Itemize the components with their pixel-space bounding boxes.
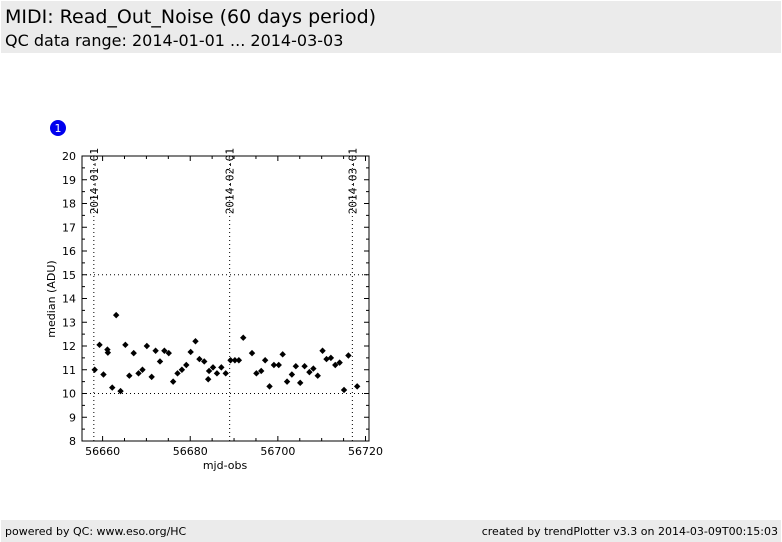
data-points	[91, 311, 361, 395]
x-tick-label: 56700	[260, 445, 295, 458]
footer-bar: powered by QC: www.eso.org/HC created by…	[1, 520, 781, 542]
data-point	[91, 366, 98, 373]
x-tick-label: 56660	[85, 445, 120, 458]
data-point	[109, 384, 116, 391]
y-tick-label: 13	[62, 316, 76, 329]
y-tick-label: 8	[69, 435, 76, 448]
y-tick-label: 16	[62, 245, 76, 258]
date-markers: 2014-01-01 2014-02-01 2014-03-01	[88, 148, 360, 214]
y-tick-label: 9	[69, 411, 76, 424]
data-point	[283, 378, 291, 385]
footer-created-by: created by trendPlotter v3.3 on 2014-03-…	[481, 525, 778, 538]
data-point	[130, 349, 137, 357]
y-tick-label: 14	[62, 293, 76, 306]
data-point	[204, 376, 212, 383]
data-point	[205, 367, 213, 375]
data-point	[235, 357, 243, 364]
data-point	[353, 383, 361, 390]
data-point	[314, 372, 321, 379]
data-point	[258, 367, 265, 375]
y-tick-label: 18	[62, 198, 76, 211]
data-point	[148, 373, 155, 381]
data-point	[169, 378, 177, 385]
page-title: MIDI: Read_Out_Noise (60 days period)	[5, 6, 377, 28]
data-point	[288, 371, 296, 378]
data-point	[227, 357, 234, 364]
data-point	[156, 358, 164, 365]
data-point	[292, 362, 300, 370]
header-bar: MIDI: Read_Out_Noise (60 days period) QC…	[1, 1, 781, 53]
data-point	[178, 366, 186, 373]
data-point	[340, 386, 348, 394]
data-point	[152, 347, 159, 354]
data-point	[165, 349, 172, 357]
date-marker-label: 2014-03-01	[346, 148, 359, 214]
y-tick-label: 15	[62, 269, 76, 282]
data-point	[327, 354, 335, 362]
data-point	[345, 352, 352, 359]
badge-marker[interactable]: 1	[50, 120, 66, 136]
data-point	[240, 334, 247, 341]
x-tick-label: 56680	[173, 445, 208, 458]
page-subtitle: QC data range: 2014-01-01 ... 2014-03-03	[5, 31, 344, 50]
data-point	[336, 359, 343, 366]
y-tick-label: 11	[62, 364, 76, 377]
data-point	[100, 371, 107, 378]
data-point	[201, 358, 208, 365]
data-point	[213, 370, 221, 377]
data-point	[192, 338, 199, 345]
data-point	[143, 342, 151, 350]
data-point	[279, 351, 286, 358]
data-point	[174, 370, 181, 377]
data-point	[253, 370, 260, 377]
date-marker-label: 2014-01-01	[88, 148, 101, 214]
data-point	[306, 368, 313, 376]
y-axis-label: median (ADU)	[45, 260, 58, 337]
data-point	[310, 365, 317, 372]
data-point	[261, 357, 269, 364]
x-axis-label: mjd-obs	[203, 459, 248, 472]
data-point	[332, 361, 339, 369]
y-tick-label: 17	[62, 221, 76, 234]
badge-label: 1	[55, 122, 62, 135]
x-tick-label: 56720	[348, 445, 383, 458]
y-tick-label: 20	[62, 150, 76, 163]
data-point	[270, 361, 278, 369]
data-point	[297, 379, 304, 387]
y-tick-label: 12	[62, 340, 76, 353]
data-point	[117, 387, 124, 395]
data-point	[301, 362, 308, 370]
data-point	[196, 355, 203, 363]
data-point	[231, 357, 239, 364]
data-point	[161, 347, 168, 354]
axis-ticks: 8 9 10 11 12 13 14 15 16 17 18 19 20 56660 56680 56700 5…	[62, 150, 383, 458]
data-point	[218, 364, 225, 371]
data-point	[222, 370, 229, 377]
y-tick-label: 19	[62, 174, 76, 187]
data-point	[135, 370, 142, 377]
data-point	[209, 364, 217, 371]
data-point	[126, 372, 133, 379]
data-point	[187, 348, 194, 356]
data-point	[104, 349, 112, 356]
data-point	[183, 361, 190, 369]
data-point	[248, 349, 256, 357]
data-point	[96, 341, 103, 349]
data-point	[112, 311, 120, 319]
data-point	[266, 383, 273, 390]
footer-powered-by: powered by QC: www.eso.org/HC	[5, 525, 187, 538]
data-point	[122, 341, 129, 349]
y-tick-label: 10	[62, 388, 76, 401]
data-point	[139, 366, 146, 373]
data-point	[275, 361, 282, 369]
badge-circle	[50, 120, 66, 136]
date-marker-label: 2014-02-01	[224, 148, 237, 214]
data-point	[319, 347, 326, 354]
